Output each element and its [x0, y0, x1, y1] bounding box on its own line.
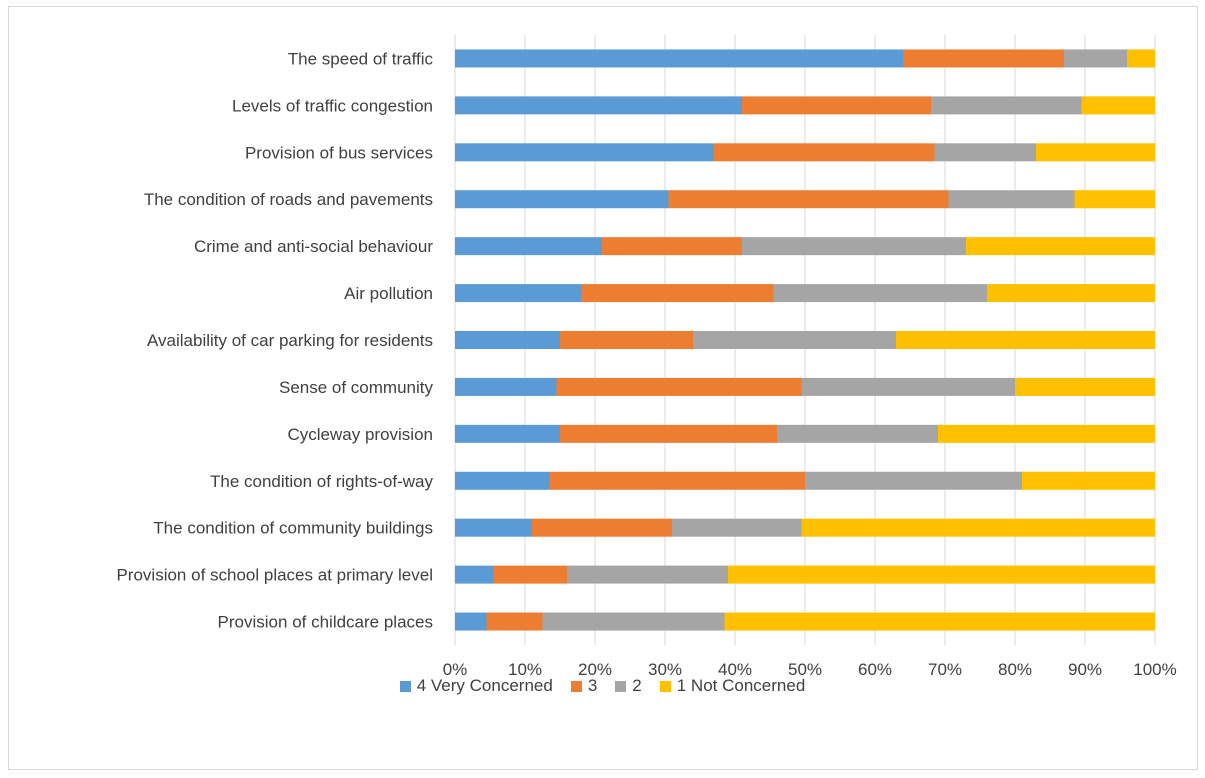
bar-segment — [1074, 190, 1155, 209]
bar-segment — [777, 424, 938, 443]
category-labels: The speed of traffic Levels of traffic co… — [116, 49, 433, 631]
category-label: Crime and anti-social behaviour — [194, 237, 433, 256]
bar-segment — [805, 471, 1022, 490]
bar-segment — [455, 377, 557, 396]
bar-segment — [668, 190, 949, 209]
bar-segment — [1064, 49, 1127, 68]
bars — [455, 49, 1155, 631]
x-tick-label: 80% — [998, 660, 1032, 679]
bar-segment — [672, 518, 802, 537]
bar-segment — [493, 565, 567, 584]
legend-swatch — [399, 680, 411, 692]
bar-segment — [742, 96, 931, 115]
bar-segment — [714, 143, 935, 162]
legend-item: 2 — [615, 676, 642, 696]
x-tick-label: 50% — [788, 660, 822, 679]
bar-segment — [455, 284, 581, 303]
bar-segment — [728, 565, 1155, 584]
bar-segment — [1015, 377, 1155, 396]
bar-segment — [567, 565, 728, 584]
bar-segment — [938, 424, 1155, 443]
bar-segment — [549, 471, 805, 490]
category-label: The condition of community buildings — [153, 519, 433, 538]
legend-label: 3 — [587, 676, 598, 695]
x-tick-label: 60% — [858, 660, 892, 679]
bar-segment — [556, 377, 802, 396]
bar-segment — [987, 284, 1155, 303]
category-label: Cycleway provision — [288, 425, 434, 444]
bar-segment — [486, 612, 543, 631]
x-tick-label: 20% — [578, 660, 612, 679]
legend-item: 3 — [570, 676, 598, 696]
category-label: The speed of traffic — [288, 49, 434, 68]
category-label: Levels of traffic congestion — [232, 96, 433, 115]
bar-segment — [455, 471, 550, 490]
bar-segment — [966, 237, 1155, 256]
bar-segment — [801, 377, 1015, 396]
bar-segment — [560, 424, 777, 443]
legend: 4 Very Concerned 3 2 1 Not Concerned — [0, 674, 1205, 698]
category-label: Availability of car parking for resident… — [147, 331, 433, 350]
category-label: The condition of roads and pavements — [144, 190, 433, 209]
bar-segment — [934, 143, 1036, 162]
legend-swatch — [659, 680, 671, 692]
bar-segment — [455, 331, 560, 349]
legend-swatch — [615, 680, 627, 692]
bar-segment — [1036, 143, 1155, 162]
legend-label: 1 Not Concerned — [676, 676, 806, 695]
legend-item: 4 Very Concerned — [399, 676, 553, 696]
legend-swatch — [570, 680, 582, 692]
x-tick-label: 0% — [443, 660, 468, 679]
bar-segment — [724, 612, 1155, 631]
bar-segment — [931, 96, 1082, 115]
bar-segment — [532, 518, 672, 537]
bar-segment — [602, 237, 742, 256]
x-tick-label: 40% — [718, 660, 752, 679]
category-label: Sense of community — [279, 378, 434, 397]
x-tick-label: 70% — [928, 660, 962, 679]
bar-segment — [455, 96, 742, 115]
x-tick-label: 100% — [1133, 660, 1176, 679]
x-tick-label: 30% — [648, 660, 682, 679]
bar-segment — [773, 284, 987, 303]
legend-item: 1 Not Concerned — [659, 676, 806, 696]
bar-segment — [455, 49, 903, 68]
bar-segment — [693, 331, 896, 349]
bar-segment — [1022, 471, 1155, 490]
bar-segment — [455, 237, 602, 256]
bar-segment — [455, 612, 487, 631]
category-label: Provision of bus services — [245, 143, 433, 162]
x-tick-labels: 0% 10% 20% 30% 40% 50% 60% 70% 80% 90% 100% — [443, 660, 1177, 679]
bar-segment — [801, 518, 1155, 537]
category-label: Provision of childcare places — [218, 613, 433, 632]
bar-segment — [1081, 96, 1155, 115]
bar-segment — [455, 424, 560, 443]
bar-segment — [542, 612, 725, 631]
legend-label: 4 Very Concerned — [416, 676, 553, 695]
category-label: Air pollution — [344, 284, 433, 303]
bar-segment — [903, 49, 1064, 68]
bar-segment — [948, 190, 1075, 209]
bar-segment — [455, 143, 714, 162]
bar-segment — [455, 565, 494, 584]
bar-segment — [455, 190, 669, 209]
bar-segment — [896, 331, 1155, 349]
bar-segment — [581, 284, 774, 303]
category-label: The condition of rights-of-way — [210, 472, 433, 491]
legend-label: 2 — [632, 676, 642, 695]
bar-segment — [560, 331, 693, 349]
bar-segment — [742, 237, 966, 256]
category-label: Provision of school places at primary le… — [116, 566, 433, 585]
x-tick-label: 90% — [1068, 660, 1102, 679]
bar-segment — [1127, 49, 1155, 68]
bar-segment — [455, 518, 532, 537]
x-tick-label: 10% — [508, 660, 542, 679]
